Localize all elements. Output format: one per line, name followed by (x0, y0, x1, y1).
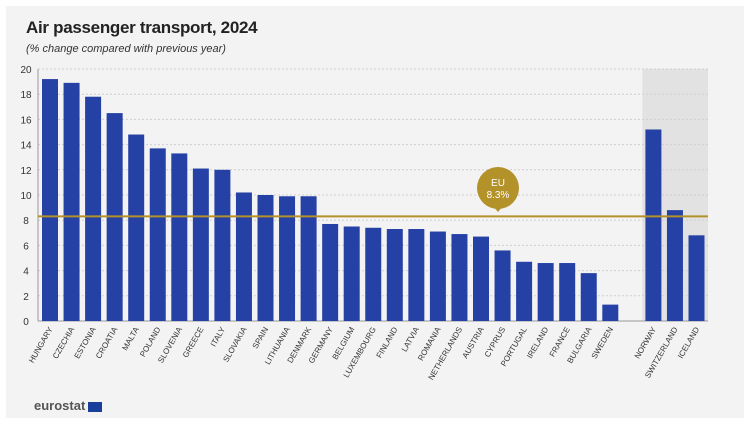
bar-ireland (537, 263, 554, 321)
y-tick-label: 6 (23, 241, 29, 252)
x-tick-label: SWEDEN (590, 325, 615, 360)
bar-greece (192, 168, 209, 321)
x-tick-label: FINLAND (375, 325, 400, 359)
x-tick-label: LATVIA (400, 325, 422, 353)
chart-title: Air passenger transport, 2024 (26, 18, 258, 37)
eu-marker (477, 167, 519, 209)
y-tick-label: 10 (20, 191, 32, 202)
bar-czechia (63, 82, 80, 321)
eu-flag-icon (88, 401, 103, 412)
bar-norway (645, 129, 662, 321)
bar-germany (322, 223, 339, 321)
y-tick-label: 2 (23, 292, 29, 303)
bar-poland (149, 148, 166, 321)
bar-cyprus (494, 250, 511, 321)
x-tick-label: ICELAND (676, 325, 701, 360)
chart-subtitle: (% change compared with previous year) (26, 43, 226, 55)
x-tick-label: FRANCE (548, 326, 572, 359)
bar-latvia (408, 229, 425, 321)
y-tick-label: 0 (23, 317, 29, 328)
x-tick-label: MALTA (120, 325, 141, 352)
y-tick-label: 14 (20, 141, 32, 152)
bar-spain (257, 195, 274, 321)
x-tick-label: IRELAND (525, 325, 550, 360)
bar-belgium (343, 226, 360, 321)
bar-bulgaria (580, 273, 597, 321)
y-tick-label: 16 (20, 115, 32, 126)
logo-text: eurostat (34, 398, 86, 413)
eurostat-logo: eurostat (34, 398, 103, 413)
bar-romania (429, 231, 446, 321)
y-tick-label: 8 (23, 216, 29, 227)
bar-finland (386, 229, 403, 321)
bar-switzerland (666, 210, 683, 321)
bar-slovenia (171, 153, 188, 321)
y-tick-label: 12 (20, 166, 32, 177)
y-tick-label: 20 (20, 65, 32, 76)
bar-italy (214, 169, 231, 321)
bar-slovakia (235, 192, 252, 321)
x-tick-label: SPAIN (251, 325, 271, 350)
x-tick-label: GREECE (181, 326, 206, 360)
bar-netherlands (451, 234, 468, 321)
bar-hungary (42, 79, 58, 321)
x-tick-label: HUNGARY (27, 325, 55, 365)
bar-france (559, 263, 576, 321)
bar-austria (473, 236, 489, 321)
bar-sweden (602, 304, 619, 321)
y-tick-label: 4 (23, 267, 29, 278)
eu-value-label: 8.3% (487, 190, 510, 201)
bar-portugal (516, 261, 533, 321)
bar-iceland (688, 235, 705, 321)
eu-label: EU (491, 178, 505, 189)
y-tick-label: 18 (20, 90, 32, 101)
x-tick-label: ITALY (209, 325, 228, 348)
bar-luxembourg (365, 227, 382, 321)
bar-malta (128, 134, 145, 321)
bar-estonia (85, 96, 102, 321)
x-tick-label: CROATIA (94, 325, 120, 360)
bar-lithuania (279, 196, 296, 321)
bar-denmark (300, 196, 317, 321)
